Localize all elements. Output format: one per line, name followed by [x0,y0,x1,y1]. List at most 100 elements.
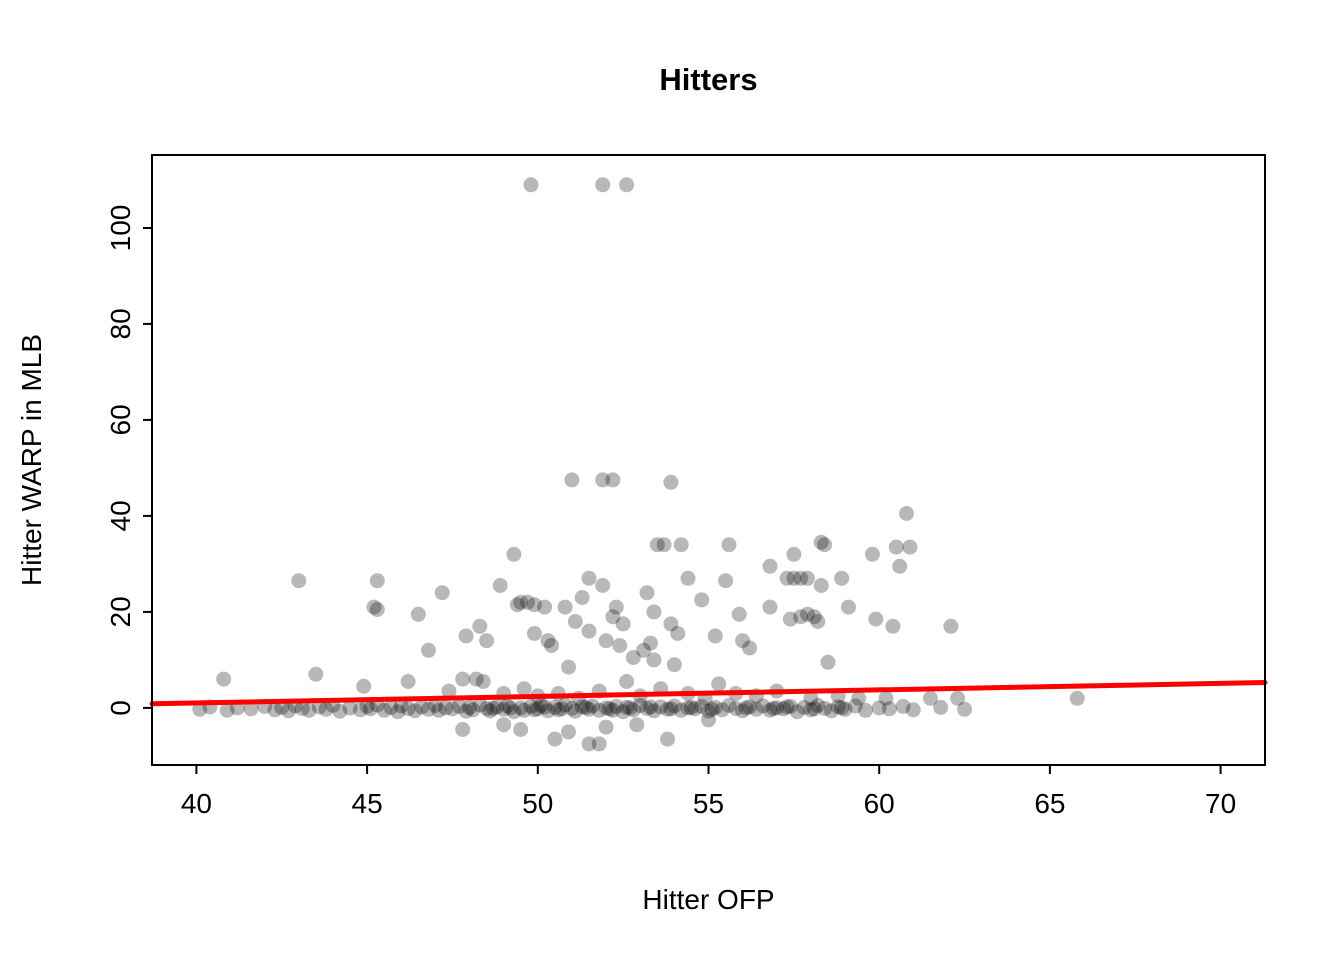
scatter-point [192,701,208,717]
x-axis-label: Hitter OFP [642,884,775,915]
scatter-point [837,701,853,717]
scatter-point [451,698,467,714]
scatter-point [591,702,607,718]
scatter-point [393,698,409,714]
scatter-point [905,702,921,718]
scatter-point [779,699,795,715]
scatter-point [581,736,597,752]
scatter-point [660,701,675,717]
scatter-point [554,701,570,717]
scatter-point [462,699,477,715]
scatter-point [492,578,508,593]
scatter-point [540,703,556,719]
scatter-point [1069,690,1085,706]
scatter-point [318,701,334,717]
y-tick-label: 40 [105,500,136,531]
scatter-point [834,570,850,586]
scatter-point [605,472,621,488]
scatter-point [516,681,532,697]
scatter-point [356,678,372,694]
scatter-point [544,638,559,653]
scatter-point [414,699,430,715]
scatter-point [922,690,938,706]
scatter-point [547,731,563,747]
scatter-point [438,700,454,716]
scatter-point [762,558,778,574]
scatter-point [892,558,908,574]
scatter-point [564,700,580,716]
scatter-point [646,703,662,719]
scatter-point [820,654,836,670]
scatter-point [707,699,723,715]
x-tick-label: 40 [181,788,212,819]
scatter-point [878,690,894,706]
scatter-point [564,472,580,488]
x-tick-label: 60 [864,788,895,819]
scatter-point [694,698,710,714]
scatter-point [468,671,484,687]
scatter-point [574,590,590,605]
scatter-point [615,616,631,632]
scatter-point [557,697,573,713]
scatter-point [537,699,553,715]
scatter-point [479,700,495,716]
scatter-point [598,719,614,735]
scatter-point [475,674,491,689]
scatter-point [216,671,232,687]
scatter-point [308,666,324,682]
scatter-point [800,570,815,586]
scatter-point [513,700,529,716]
x-tick-label: 50 [522,788,553,819]
scatter-point [567,614,583,629]
scatter-point [602,701,617,717]
scatter-point [742,640,757,656]
scatter-point [731,606,747,622]
scatter-point [301,702,317,718]
scatter-point [366,599,382,615]
scatter-point [817,537,833,553]
scatter-point [670,626,686,641]
scatter-point [636,642,652,658]
y-tick-label: 20 [105,596,136,627]
scatter-point [728,700,744,716]
scatter-point [455,722,471,737]
scatter-point [793,570,809,586]
scatter-point [465,702,481,718]
scatter-point [707,628,723,644]
scatter-point [509,597,525,613]
scatter-point [663,701,679,717]
scatter-point [605,702,621,718]
scatter-point [673,702,689,718]
scatter-point [823,703,839,719]
scatter-point [578,699,594,715]
scatter-point [489,699,505,715]
scatter-point [765,700,781,716]
scatter-point [421,701,436,717]
scatter-point [520,594,536,610]
scatter-point [243,701,259,717]
scatter-point [868,611,884,627]
scatter-point [441,683,457,699]
scatter-point [888,539,904,555]
scatter-point [779,570,795,586]
scatter-point [407,703,423,719]
scatter-point [789,704,805,720]
scatter-point [653,699,669,715]
scatter-point [581,570,597,586]
scatter-point [735,703,751,719]
scatter-point [782,698,798,714]
scatter-point [683,699,699,715]
scatter-point [369,602,385,617]
scatter-point [496,717,512,733]
scatter-point [714,702,730,718]
scatter-point [455,671,471,687]
scatter-point [796,699,812,715]
scatter-point [619,177,635,193]
scatter-point [363,701,378,717]
scatter-point [776,701,792,717]
scatter-point [458,628,474,644]
scatter-point [537,599,553,615]
scatter-point [581,701,597,717]
scatter-point [557,599,573,615]
